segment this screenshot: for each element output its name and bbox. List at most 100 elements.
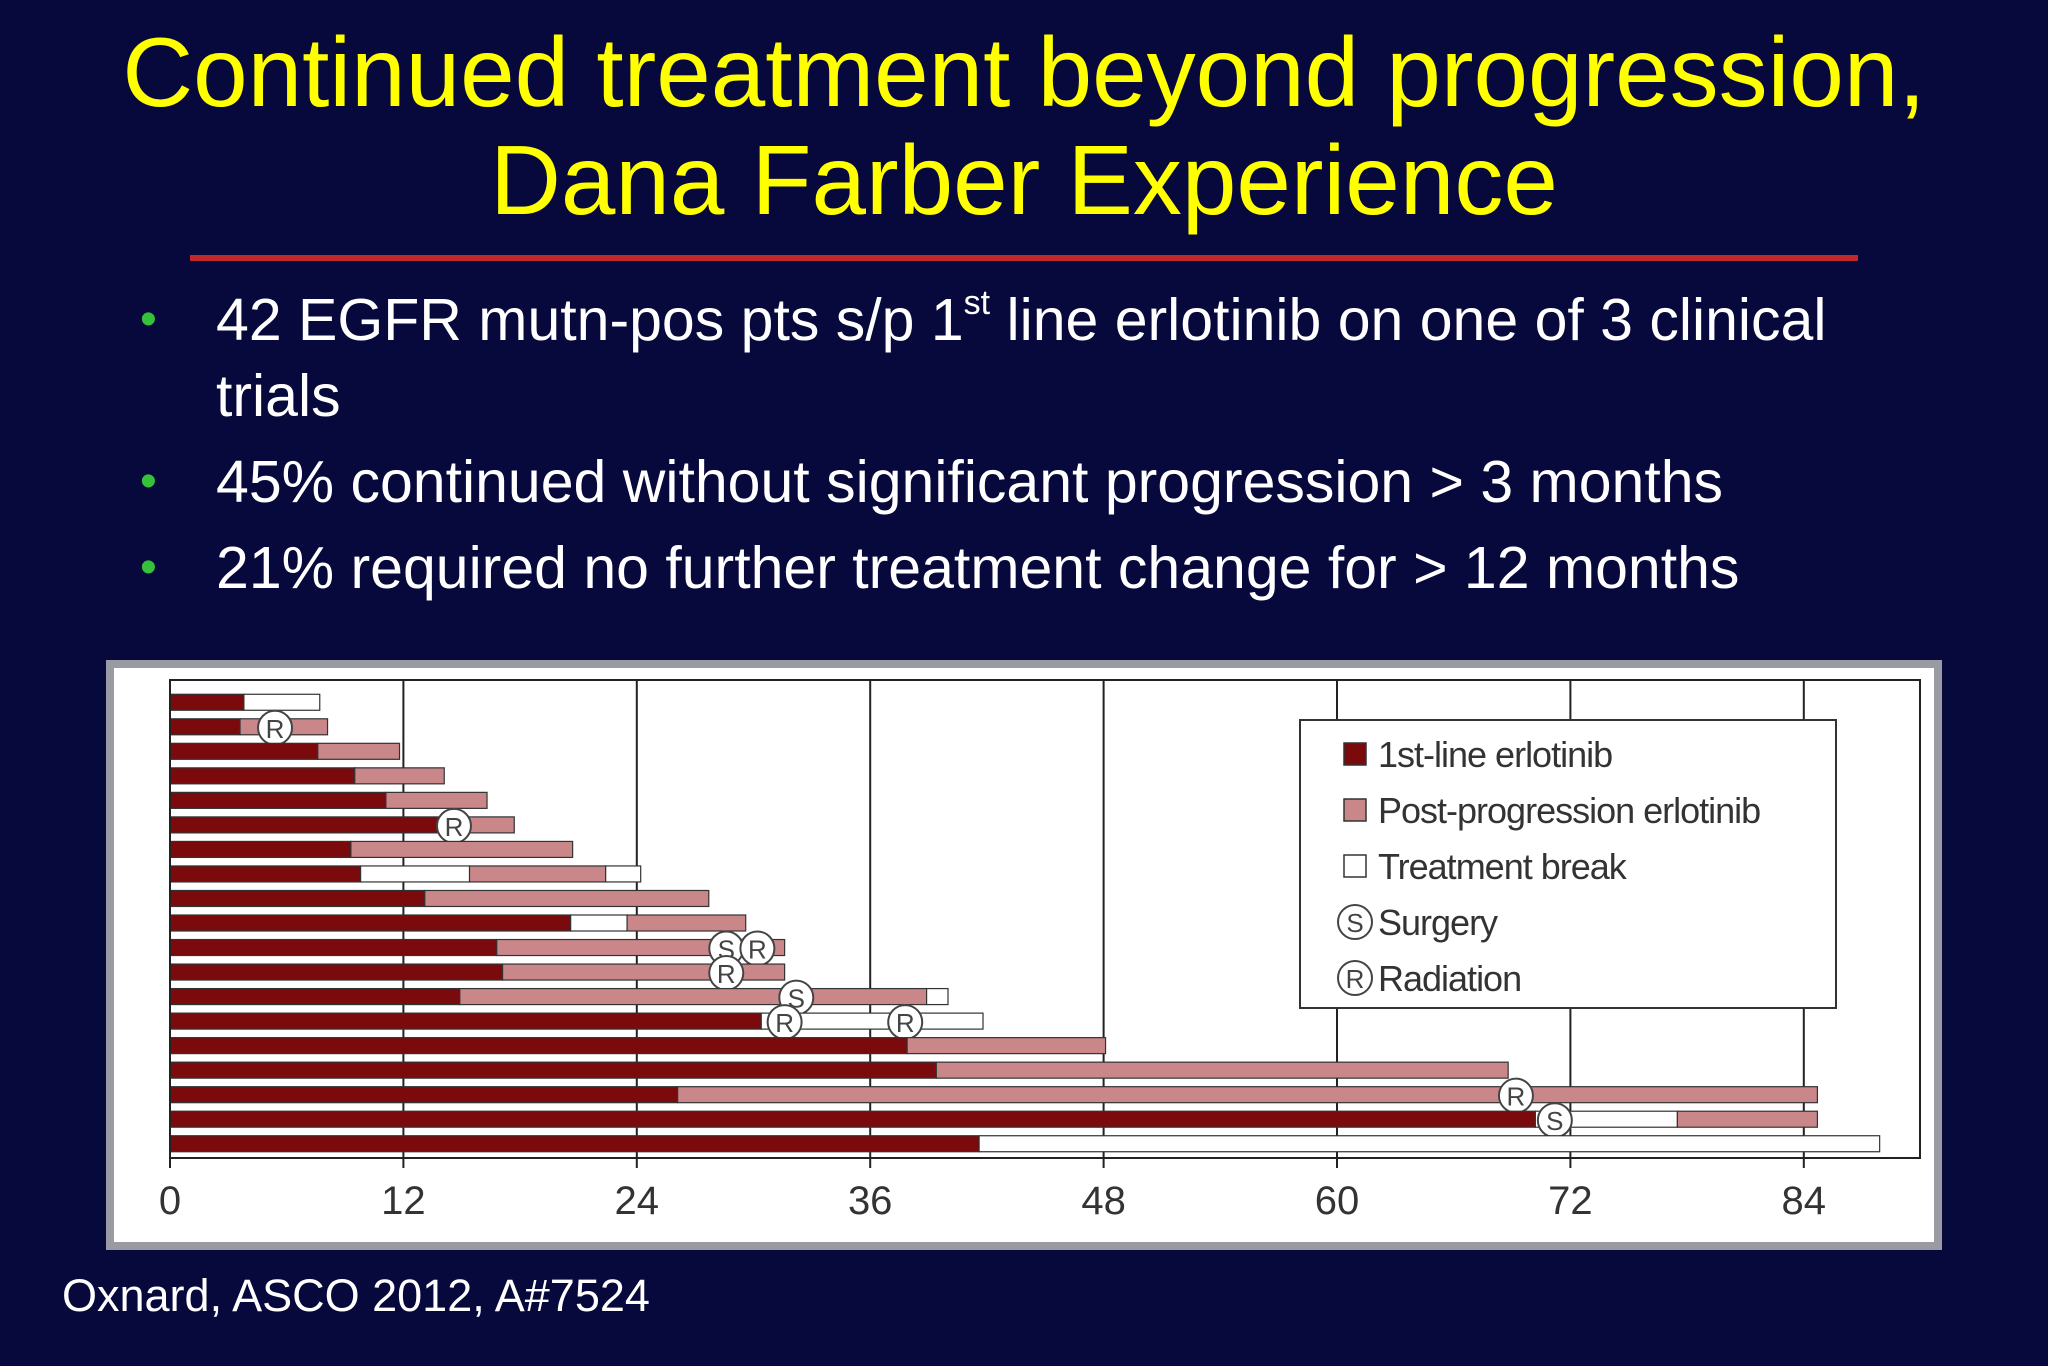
bullet-text: 42 EGFR mutn-pos pts s/p 1 (216, 287, 964, 353)
patient-row (169, 865, 642, 883)
citation: Oxnard, ASCO 2012, A#7524 (62, 1270, 650, 1321)
surgery-marker-label: S (1546, 1106, 1563, 1136)
bullet-item: • 45% continued without significant prog… (140, 444, 1940, 520)
treatment-break-bar (243, 693, 321, 711)
post-progression-bar (626, 914, 747, 932)
first-line-bar (169, 1086, 679, 1104)
radiation-marker-label: R (445, 812, 464, 842)
legend-marker-label: S (1346, 908, 1363, 938)
bullet-text-continued: line erlotinib on one of 3 clinical tria… (216, 287, 1827, 429)
x-tick-label: 72 (1548, 1179, 1593, 1223)
first-line-bar (169, 840, 352, 859)
first-line-bar (169, 1012, 762, 1030)
first-line-bar (169, 987, 461, 1006)
treatment-break-bar (914, 1012, 984, 1030)
first-line-bar (169, 816, 441, 834)
post-progression-bar (1676, 1110, 1819, 1128)
radiation-marker-label: R (266, 714, 285, 744)
bullet-text: 21% required no further treatment change… (216, 535, 1740, 601)
legend-box (1299, 719, 1837, 1009)
radiation-marker-label: R (748, 935, 767, 965)
treatment-break-bar (926, 987, 949, 1006)
patient-row (169, 767, 445, 785)
slide-title-line-2: Dana Farber Experience (490, 125, 1558, 235)
first-line-bar (169, 865, 362, 883)
legend-label: Surgery (1378, 902, 1498, 943)
post-progression-bar (350, 840, 574, 859)
legend-marker (1337, 904, 1373, 940)
legend: 1st-line erlotinib Post-progression erlot… (1299, 719, 1837, 1009)
post-progression-bar (459, 987, 928, 1006)
title-divider (190, 255, 1858, 261)
patient-row (169, 914, 747, 932)
first-line-bar (169, 889, 426, 908)
bullet-item: • 42 EGFR mutn-pos pts s/p 1st line erlo… (140, 282, 1940, 434)
post-progression-bar (468, 865, 607, 883)
legend-marker-label: R (1346, 964, 1365, 994)
first-line-bar (169, 693, 245, 711)
first-line-bar (169, 742, 319, 760)
legend-label: Post-progression erlotinib (1378, 790, 1760, 831)
first-line-bar (169, 1061, 937, 1079)
post-progression-bar (354, 767, 445, 785)
post-progression-bar (424, 889, 710, 908)
x-tick-label: 84 (1782, 1179, 1827, 1223)
bullet-superscript: st (963, 284, 991, 322)
bullet-marker: • (140, 455, 157, 508)
patient-row (169, 693, 321, 711)
first-line-bar (169, 1135, 980, 1153)
x-tick-label: 12 (381, 1179, 426, 1223)
patient-row (169, 1061, 1509, 1079)
first-line-bar (169, 963, 504, 981)
bullet-marker: • (140, 293, 157, 346)
legend-swatch (1343, 742, 1367, 766)
treatment-break-bar (978, 1135, 1881, 1153)
patient-row (169, 889, 710, 908)
legend-label: Radiation (1378, 958, 1521, 999)
patient-row (169, 1037, 1107, 1055)
bullet-marker: • (140, 541, 157, 594)
patient-row: R (169, 709, 329, 746)
bullet-item: • 21% required no further treatment chan… (140, 530, 1940, 606)
bullet-text: 45% continued without significant progre… (216, 449, 1724, 515)
x-tick-label: 36 (848, 1179, 893, 1223)
x-tick-label: 60 (1315, 1179, 1360, 1223)
first-line-bar (169, 718, 241, 736)
post-progression-bar (385, 791, 488, 809)
first-line-bar (169, 791, 387, 809)
patient-row (169, 840, 574, 859)
patient-row (169, 791, 488, 809)
first-line-bar (169, 938, 498, 957)
patient-row (169, 1135, 1881, 1153)
first-line-bar (169, 914, 572, 932)
legend-swatch (1343, 854, 1367, 878)
first-line-bar (169, 1110, 1536, 1128)
first-line-bar (169, 1037, 908, 1055)
x-tick-label: 24 (615, 1179, 660, 1223)
legend-swatch (1343, 798, 1367, 822)
chart-frame: 0 12 24 36 48 60 72 84 R R S R R S R R R S 1st-line erloti… (106, 660, 1942, 1250)
radiation-marker-label: R (896, 1008, 915, 1038)
post-progression-bar (906, 1037, 1107, 1055)
legend-marker (1337, 960, 1373, 996)
treatment-break-bar (360, 865, 471, 883)
chart-panel: 0 12 24 36 48 60 72 84 R R S R R S R R R S 1st-line erloti… (114, 668, 1934, 1242)
post-progression-bar (935, 1061, 1509, 1079)
treatment-break-bar (605, 865, 642, 883)
patient-row: S (169, 1102, 1819, 1139)
legend-label: 1st-line erlotinib (1378, 734, 1612, 775)
x-tick-label: 48 (1081, 1179, 1126, 1223)
patient-row (169, 742, 401, 760)
post-progression-bar (677, 1086, 1819, 1104)
patient-row: R (169, 955, 786, 992)
post-progression-bar (317, 742, 401, 760)
radiation-marker-label: R (1507, 1082, 1526, 1112)
slide-title-line-1: Continued treatment beyond progression, (122, 17, 1926, 127)
x-tick-label: 0 (159, 1179, 181, 1223)
radiation-marker-label: R (775, 1008, 794, 1038)
legend-label: Treatment break (1378, 846, 1628, 887)
slide-title: Continued treatment beyond progression, … (0, 18, 2048, 234)
first-line-bar (169, 767, 356, 785)
